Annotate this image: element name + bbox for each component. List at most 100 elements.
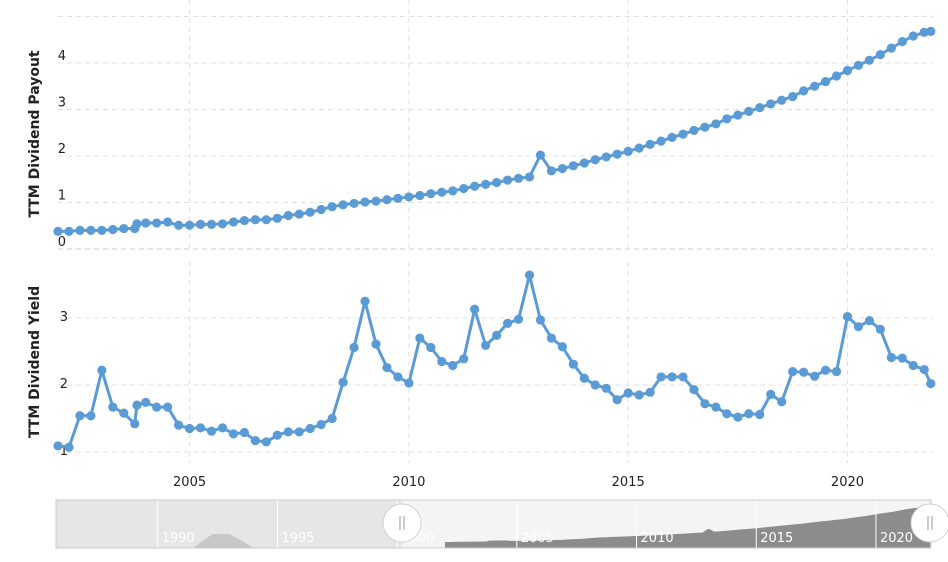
data-point[interactable]: [744, 409, 754, 419]
data-point[interactable]: [875, 50, 885, 60]
data-point[interactable]: [601, 383, 611, 393]
data-point[interactable]: [382, 195, 392, 205]
data-point[interactable]: [481, 340, 491, 351]
data-point[interactable]: [809, 81, 820, 91]
data-point[interactable]: [711, 402, 721, 412]
data-point[interactable]: [777, 397, 787, 407]
data-point[interactable]: [141, 397, 151, 407]
data-point[interactable]: [217, 219, 228, 229]
data-point[interactable]: [634, 143, 644, 153]
data-point[interactable]: [338, 377, 348, 387]
data-point[interactable]: [777, 95, 787, 105]
data-point[interactable]: [788, 366, 798, 377]
data-point[interactable]: [338, 200, 348, 210]
data-point[interactable]: [623, 388, 633, 398]
data-point[interactable]: [305, 423, 315, 434]
data-point[interactable]: [755, 103, 765, 113]
data-point[interactable]: [667, 372, 677, 382]
data-point[interactable]: [524, 270, 535, 280]
data-point[interactable]: [919, 364, 929, 375]
data-point[interactable]: [152, 402, 162, 412]
data-point[interactable]: [75, 411, 85, 421]
data-point[interactable]: [546, 333, 557, 343]
data-point[interactable]: [119, 223, 129, 234]
data-point[interactable]: [557, 342, 567, 352]
data-point[interactable]: [239, 427, 250, 438]
data-point[interactable]: [393, 193, 403, 203]
data-point[interactable]: [97, 365, 107, 375]
data-point[interactable]: [228, 217, 239, 227]
data-point[interactable]: [132, 400, 142, 410]
data-point[interactable]: [437, 356, 447, 367]
data-point[interactable]: [612, 395, 622, 405]
data-point[interactable]: [448, 360, 458, 371]
data-point[interactable]: [195, 423, 206, 433]
data-point[interactable]: [897, 37, 907, 47]
data-point[interactable]: [809, 371, 820, 381]
data-point[interactable]: [722, 114, 732, 124]
data-point[interactable]: [755, 409, 765, 420]
data-point[interactable]: [404, 378, 414, 388]
data-point[interactable]: [217, 423, 228, 433]
data-point[interactable]: [437, 187, 447, 197]
data-point[interactable]: [799, 367, 809, 377]
data-point[interactable]: [689, 125, 699, 136]
data-point[interactable]: [908, 360, 918, 371]
data-point[interactable]: [360, 197, 370, 207]
data-point[interactable]: [831, 366, 842, 377]
data-point[interactable]: [206, 426, 217, 436]
data-point[interactable]: [886, 43, 896, 53]
data-point[interactable]: [820, 77, 831, 87]
data-point[interactable]: [184, 220, 195, 230]
data-point[interactable]: [535, 150, 546, 160]
data-point[interactable]: [557, 163, 567, 174]
data-point[interactable]: [152, 218, 162, 228]
data-point[interactable]: [579, 373, 589, 383]
data-point[interactable]: [788, 91, 798, 102]
data-point[interactable]: [886, 352, 896, 363]
data-point[interactable]: [64, 226, 74, 236]
data-point[interactable]: [206, 219, 217, 229]
data-point[interactable]: [316, 419, 326, 430]
data-point[interactable]: [283, 427, 293, 437]
data-point[interactable]: [766, 99, 776, 109]
navigator-right-handle[interactable]: [910, 503, 948, 543]
data-point[interactable]: [305, 207, 315, 217]
data-point[interactable]: [184, 423, 195, 434]
data-point[interactable]: [926, 379, 936, 389]
data-point[interactable]: [831, 71, 842, 81]
data-point[interactable]: [875, 324, 885, 334]
data-point[interactable]: [897, 353, 907, 363]
data-point[interactable]: [261, 215, 271, 225]
data-point[interactable]: [404, 192, 414, 202]
data-point[interactable]: [316, 204, 326, 215]
data-point[interactable]: [250, 435, 260, 446]
data-point[interactable]: [926, 26, 936, 36]
data-point[interactable]: [612, 149, 622, 159]
data-point[interactable]: [513, 173, 524, 183]
data-point[interactable]: [327, 413, 337, 424]
data-point[interactable]: [415, 190, 425, 201]
data-point[interactable]: [97, 225, 107, 235]
data-point[interactable]: [733, 110, 743, 120]
data-point[interactable]: [228, 429, 239, 439]
data-point[interactable]: [174, 420, 184, 430]
data-point[interactable]: [766, 389, 776, 399]
navigator-left-handle[interactable]: [382, 503, 422, 543]
data-point[interactable]: [448, 186, 458, 196]
data-point[interactable]: [108, 402, 118, 412]
data-point[interactable]: [327, 202, 337, 212]
data-point[interactable]: [491, 330, 502, 340]
data-point[interactable]: [360, 296, 370, 306]
data-point[interactable]: [700, 122, 710, 132]
data-point[interactable]: [744, 106, 754, 116]
data-point[interactable]: [908, 31, 918, 41]
data-point[interactable]: [524, 172, 535, 182]
data-point[interactable]: [86, 411, 96, 421]
data-point[interactable]: [470, 304, 480, 314]
data-point[interactable]: [130, 419, 140, 429]
data-point[interactable]: [119, 408, 129, 418]
data-point[interactable]: [656, 136, 666, 146]
data-point[interactable]: [294, 209, 304, 219]
data-point[interactable]: [678, 129, 688, 139]
